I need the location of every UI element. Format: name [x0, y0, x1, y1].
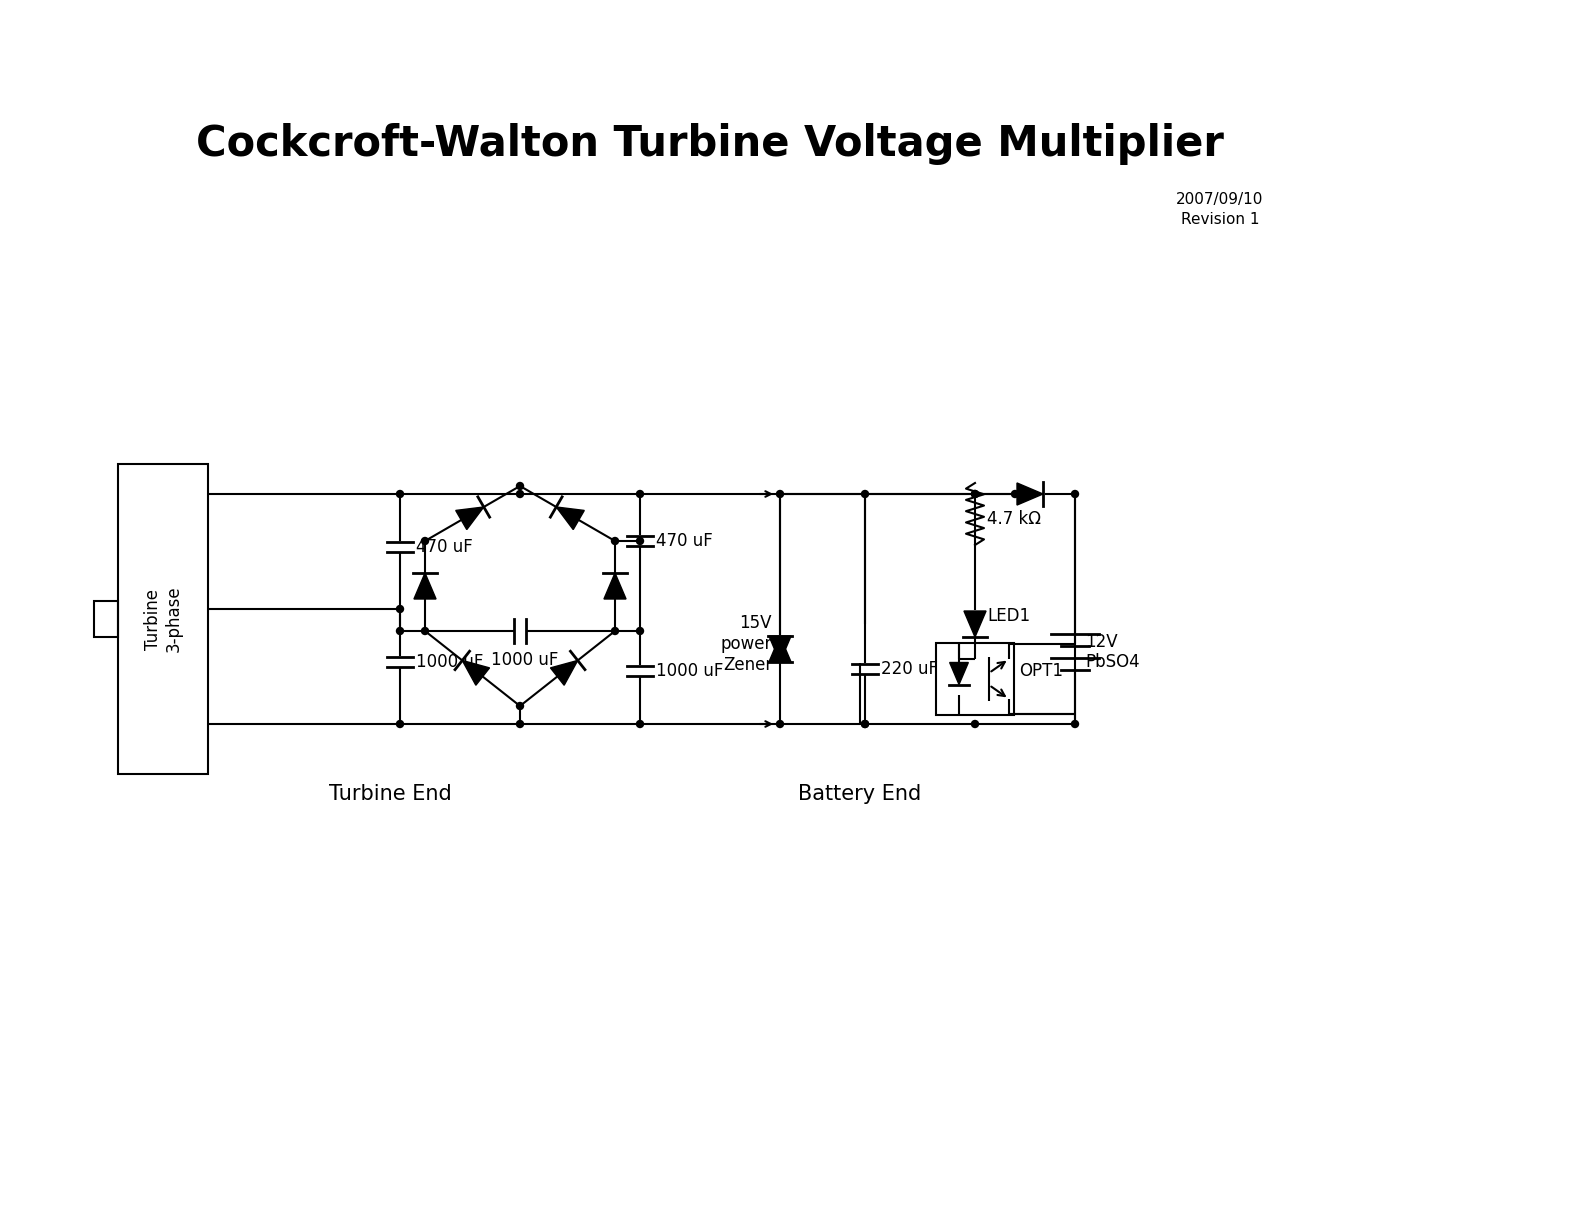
Text: 15V
power
Zener: 15V power Zener [721, 614, 771, 673]
Circle shape [516, 703, 523, 710]
Polygon shape [768, 636, 790, 662]
Text: 220 uF: 220 uF [881, 660, 938, 678]
Circle shape [637, 721, 643, 727]
Circle shape [862, 721, 868, 727]
Text: Battery End: Battery End [798, 785, 922, 804]
Circle shape [637, 537, 643, 545]
Text: Turbine End: Turbine End [328, 785, 451, 804]
Circle shape [396, 606, 404, 612]
Circle shape [862, 491, 868, 497]
Circle shape [637, 491, 643, 497]
Text: 2007/09/10: 2007/09/10 [1177, 191, 1264, 207]
Circle shape [776, 491, 784, 497]
Polygon shape [950, 662, 968, 684]
Polygon shape [604, 573, 626, 599]
Text: OPT1: OPT1 [1019, 662, 1063, 681]
Circle shape [516, 721, 523, 727]
Bar [936, 643, 1014, 715]
Text: 1000 uF: 1000 uF [417, 652, 483, 671]
Circle shape [971, 491, 979, 497]
Polygon shape [551, 661, 578, 685]
Circle shape [516, 491, 523, 497]
Circle shape [396, 491, 404, 497]
Circle shape [1071, 491, 1079, 497]
Circle shape [1071, 721, 1079, 727]
Polygon shape [768, 636, 790, 662]
Text: LED1: LED1 [987, 607, 1030, 625]
Polygon shape [456, 507, 483, 530]
Circle shape [611, 537, 618, 545]
Circle shape [862, 721, 868, 727]
Circle shape [421, 537, 429, 545]
Circle shape [1012, 491, 1019, 497]
Circle shape [421, 628, 429, 634]
Text: 12V
PbSO4: 12V PbSO4 [1085, 633, 1139, 672]
Circle shape [396, 721, 404, 727]
Polygon shape [1017, 483, 1042, 506]
Circle shape [971, 491, 979, 497]
Bar [117, 464, 208, 774]
Circle shape [637, 628, 643, 634]
Polygon shape [556, 507, 584, 530]
Text: Turbine
3-phase: Turbine 3-phase [144, 586, 182, 652]
Text: 1000 uF: 1000 uF [656, 662, 724, 681]
Text: 470 uF: 470 uF [417, 539, 472, 556]
Circle shape [971, 721, 979, 727]
Text: 4.7 kΩ: 4.7 kΩ [987, 510, 1041, 528]
Circle shape [776, 721, 784, 727]
Circle shape [396, 628, 404, 634]
Polygon shape [463, 661, 489, 685]
Polygon shape [965, 611, 987, 636]
Bar [93, 601, 117, 636]
Circle shape [516, 482, 523, 490]
Text: 470 uF: 470 uF [656, 532, 713, 550]
Text: Revision 1: Revision 1 [1180, 212, 1259, 226]
Circle shape [611, 628, 618, 634]
Polygon shape [413, 573, 436, 599]
Text: Cockcroft-Walton Turbine Voltage Multiplier: Cockcroft-Walton Turbine Voltage Multipl… [196, 122, 1224, 165]
Text: 1000 uF: 1000 uF [491, 651, 559, 670]
